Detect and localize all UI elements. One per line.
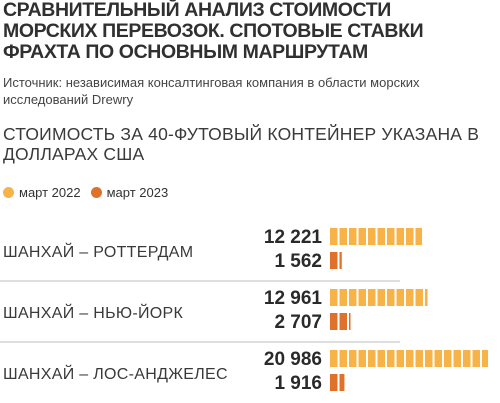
bar-segment: [339, 313, 347, 330]
category-label: ШАНХАЙ – НЬЮ-ЙОРК: [3, 303, 183, 322]
bar-segment: [396, 228, 404, 245]
bar-segment: [387, 228, 395, 245]
bar-segment: [330, 289, 338, 306]
source-note: Источник: независимая консалтинговая ком…: [3, 75, 420, 107]
bar-segment: [387, 350, 395, 367]
bar-segment: [387, 289, 395, 306]
bar-chart: ШАНХАЙ – РОТТЕРДАМ 12 221 1 562 ШАНХАЙ – НЬ…: [0, 227, 488, 394]
bar-segment: [444, 350, 452, 367]
bar-segment: [415, 228, 423, 245]
bar-segment: [358, 228, 366, 245]
bar-segment: [330, 313, 338, 330]
bar-segment: [425, 289, 428, 306]
value-label: 2 707: [274, 312, 322, 333]
bar-segment: [472, 350, 480, 367]
bar-segment: [349, 350, 357, 367]
bar-segment: [482, 350, 488, 367]
bar: [330, 313, 351, 330]
bar-segment: [358, 350, 366, 367]
value-label: 12 221: [264, 227, 323, 248]
bar-segment: [396, 350, 404, 367]
bar-segment: [415, 289, 423, 306]
bar-segment: [330, 350, 338, 367]
bar-segment: [463, 350, 471, 367]
category-label: ШАНХАЙ – ЛОС-АНДЖЕЛЕС: [3, 364, 228, 383]
bar: [330, 252, 342, 269]
bar-segment: [339, 228, 347, 245]
bar-segment: [406, 228, 414, 245]
bar-segment: [406, 350, 414, 367]
bar-segment: [368, 228, 376, 245]
legend-swatch-march-2022: [3, 186, 14, 198]
value-label: 1 916: [274, 373, 322, 394]
chart-title: СРАВНИТЕЛЬНЫЙ АНАЛИЗ СТОИМОСТИ МОРСКИХ П…: [3, 0, 424, 63]
bar-segment: [358, 289, 366, 306]
legend-item-march-2022: март 2022: [3, 185, 81, 200]
bar: [330, 228, 423, 245]
category-label: ШАНХАЙ – РОТТЕРДАМ: [3, 242, 193, 261]
bar: [330, 289, 428, 306]
bar-segment: [415, 350, 423, 367]
bar-segment: [349, 289, 357, 306]
bar-segment: [330, 374, 338, 391]
bar-segment: [368, 289, 376, 306]
bar-segment: [349, 228, 357, 245]
legend-label-march-2022: март 2022: [19, 184, 81, 200]
bar-segment: [349, 313, 351, 330]
bar-segment: [425, 350, 433, 367]
bar: [330, 350, 488, 367]
value-label: 1 562: [274, 251, 322, 272]
bar-segment: [377, 228, 385, 245]
legend: март 2022 март 2023: [3, 184, 178, 200]
value-label: 20 986: [264, 349, 322, 370]
bar-segment: [339, 350, 347, 367]
bar-segment: [368, 350, 376, 367]
legend-swatch-march-2023: [90, 186, 102, 198]
bar-segment: [377, 350, 385, 367]
value-label: 12 961: [264, 288, 323, 309]
bar-segment: [406, 289, 414, 306]
bar-segment: [339, 289, 347, 306]
bar-segment: [434, 350, 442, 367]
bar-segment: [453, 350, 461, 367]
bar: [330, 374, 345, 391]
bar-segment: [377, 289, 385, 306]
chart-subtitle: СТОИМОСТЬ ЗА 40-ФУТОВЫЙ КОНТЕЙНЕР УКАЗАН…: [3, 124, 480, 164]
bar-segment: [396, 289, 404, 306]
bar-segment: [330, 252, 338, 269]
legend-item-march-2023: март 2023: [90, 184, 169, 200]
bar-segment: [339, 374, 345, 391]
bar-segment: [339, 252, 342, 269]
legend-label-march-2023: март 2023: [106, 184, 169, 200]
bar-segment: [330, 228, 338, 245]
